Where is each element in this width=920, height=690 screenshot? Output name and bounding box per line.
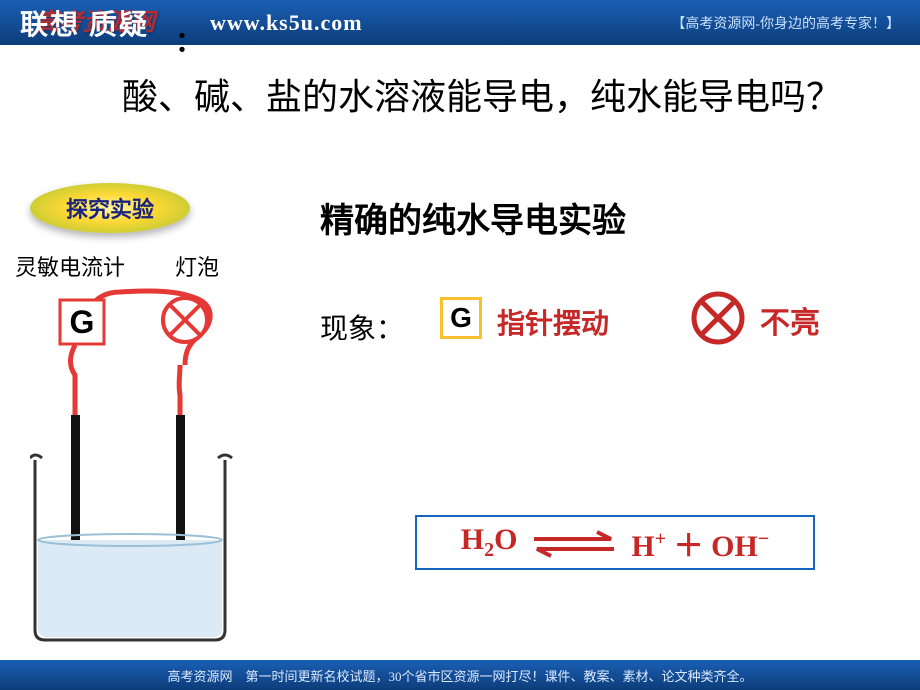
header-url: www.ks5u.com [210, 10, 363, 36]
eq-left-h: H [461, 523, 484, 556]
experiment-title: 精确的纯水导电实验 [320, 193, 626, 242]
eq-left-sub: 2 [484, 539, 494, 561]
eq-oh-sup: − [758, 528, 769, 550]
eq-h-sup: + [655, 528, 666, 550]
header-tagline: 【高考资源网-你身边的高考专家！】 [671, 13, 900, 33]
title-colon: ： [175, 20, 203, 60]
eq-oh: OH [711, 530, 758, 563]
water-fill [38, 540, 222, 637]
apparatus-diagram: G [30, 280, 270, 650]
header-bar: 高考资源网 联想 质疑 ： www.ks5u.com 【高考资源网-你身边的高考… [0, 0, 920, 45]
eq-plus: ＋ [674, 530, 704, 563]
eq-left-o: O [494, 523, 517, 556]
eq-h2o: H2O [461, 523, 518, 562]
phenomenon-g-symbol: G [450, 302, 472, 334]
beaker-lip-right [218, 455, 232, 458]
beaker-lip-left [30, 455, 42, 458]
slide-title: 联想 质疑 [20, 3, 149, 43]
wire-left-down [70, 345, 75, 415]
bulb-dark-text: 不亮 [760, 298, 820, 342]
phenomenon-g-box: G [440, 297, 482, 339]
phenomenon-bulb-icon [690, 290, 746, 351]
question-text: 酸、碱、盐的水溶液能导电，纯水能导电吗？ [50, 70, 870, 124]
footer-bar: 高考资源网 第一时间更新名校试题，30个省市区资源一网打尽！课件、教案、素材、论… [0, 660, 920, 690]
galvanometer-symbol: G [70, 304, 95, 340]
wire-right-down [179, 365, 180, 415]
phenomenon-label: 现象： [320, 307, 404, 347]
experiment-badge: 探究实验 [30, 183, 190, 233]
pointer-moves-text: 指针摆动 [497, 302, 609, 342]
bulb-label: 灯泡 [175, 250, 219, 282]
experiment-badge-label: 探究实验 [66, 192, 154, 224]
galvanometer-label: 灵敏电流计 [15, 250, 125, 282]
equation-box: H2O H+ ＋ OH− [415, 515, 815, 570]
eq-h: H [631, 530, 654, 563]
equilibrium-arrows-icon [529, 528, 619, 558]
eq-products: H+ ＋ OH− [631, 521, 769, 565]
